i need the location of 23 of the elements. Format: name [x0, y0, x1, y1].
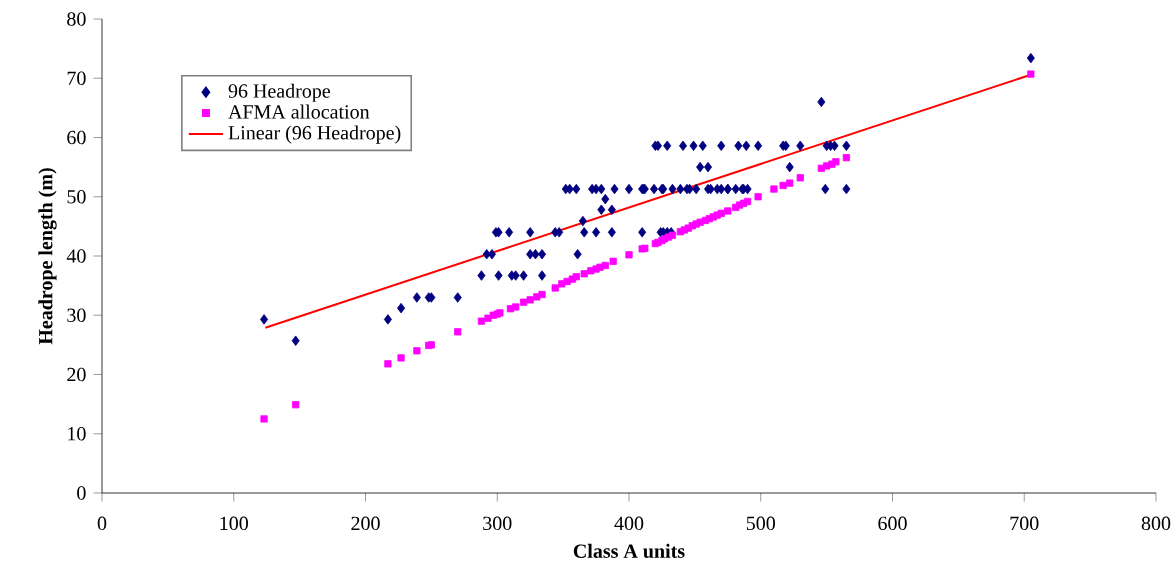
x-tick-label: 0 [97, 516, 107, 531]
x-tick-label: 700 [1010, 516, 1039, 531]
x-tick-label: 800 [1141, 516, 1171, 531]
y-tick-label: 70 [67, 71, 86, 85]
y-tick-label: 0 [77, 486, 86, 500]
y-tick-label: 40 [66, 249, 86, 263]
x-tick-label: 500 [746, 516, 775, 531]
y-tick-label: 30 [67, 308, 86, 322]
y-tick-label: 50 [67, 190, 86, 204]
legend-label: AFMA allocation [228, 104, 370, 119]
legend-label: Linear (96 Headrope) [228, 125, 401, 144]
x-tick-label: 200 [351, 516, 380, 531]
x-tick-label: 600 [878, 516, 907, 531]
x-tick-label: 100 [220, 516, 249, 531]
y-axis-title: Headrope length (m) [38, 168, 57, 345]
y-tick-label: 10 [68, 427, 86, 441]
y-tick-label: 80 [67, 12, 86, 26]
y-tick-label: 20 [67, 367, 86, 382]
y-tick-label: 60 [67, 130, 86, 145]
x-axis-title: Class A units [573, 543, 685, 558]
x-tick-label: 300 [483, 516, 512, 531]
legend-label: 96 Headrope [228, 83, 331, 102]
x-tick-label: 400 [614, 516, 644, 531]
